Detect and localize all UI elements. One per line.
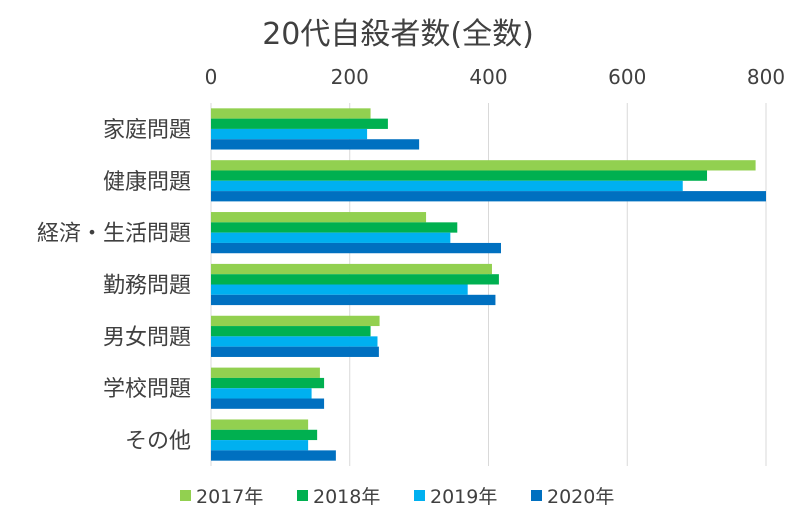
- bar-2018年-家庭問題: [211, 118, 388, 129]
- bar-2017年-健康問題: [211, 160, 756, 171]
- bar-2018年-経済・生活問題: [211, 222, 458, 233]
- x-tick-label: 600: [608, 65, 646, 89]
- bar-2020年-勤務問題: [211, 294, 496, 306]
- x-tick-label: 400: [469, 65, 507, 89]
- legend-swatch: [414, 490, 425, 501]
- bar-2018年-その他: [211, 429, 318, 441]
- bar-2019年-勤務問題: [211, 284, 468, 295]
- bar-2020年-経済・生活問題: [211, 242, 501, 254]
- bar-2017年-家庭問題: [211, 108, 371, 119]
- bar-2020年-その他: [211, 450, 336, 461]
- legend-swatch: [180, 490, 191, 501]
- legend-label: 2017年: [196, 486, 263, 508]
- bar-2020年-健康問題: [211, 191, 766, 202]
- bar-2019年-家庭問題: [211, 128, 368, 140]
- bar-2017年-男女問題: [211, 315, 380, 327]
- bar-2019年-その他: [211, 440, 309, 451]
- bar-2020年-家庭問題: [211, 139, 420, 150]
- bar-2019年-経済・生活問題: [211, 232, 451, 243]
- bar-2019年-健康問題: [211, 180, 683, 192]
- category-label: 男女問題: [103, 325, 191, 350]
- x-tick-label: 200: [331, 65, 369, 89]
- x-tick-label: 800: [747, 65, 785, 89]
- bars: [211, 108, 766, 461]
- legend-label: 2019年: [430, 486, 497, 508]
- bar-2017年-その他: [211, 419, 309, 430]
- legend: 2017年 2018年 2019年 2020年: [180, 486, 614, 508]
- bar-2020年-男女問題: [211, 346, 379, 357]
- axis-ticks: 0 200 400 600 800: [205, 65, 785, 89]
- category-label: 経済・生活問題: [37, 222, 191, 247]
- bar-2018年-男女問題: [211, 326, 371, 337]
- chart-title: 20代自殺者数(全数): [262, 17, 534, 52]
- bar-2018年-健康問題: [211, 170, 708, 181]
- category-label: 健康問題: [103, 170, 191, 195]
- category-label: 勤務問題: [103, 274, 191, 299]
- bar-2019年-学校問題: [211, 388, 312, 399]
- legend-label: 2018年: [313, 486, 380, 508]
- bar-2018年-勤務問題: [211, 274, 499, 285]
- bar-2017年-勤務問題: [211, 263, 492, 275]
- category-label: 家庭問題: [103, 118, 191, 143]
- legend-swatch: [297, 490, 308, 501]
- bar-2017年-学校問題: [211, 367, 320, 378]
- category-label: 学校問題: [103, 377, 191, 402]
- bar-2018年-学校問題: [211, 377, 325, 389]
- bar-2017年-経済・生活問題: [211, 212, 427, 223]
- legend-label: 2020年: [547, 486, 614, 508]
- legend-swatch: [531, 490, 542, 501]
- bar-2020年-学校問題: [211, 398, 325, 409]
- x-tick-label: 0: [205, 65, 218, 89]
- category-label: その他: [125, 429, 191, 454]
- bar-2019年-男女問題: [211, 336, 378, 347]
